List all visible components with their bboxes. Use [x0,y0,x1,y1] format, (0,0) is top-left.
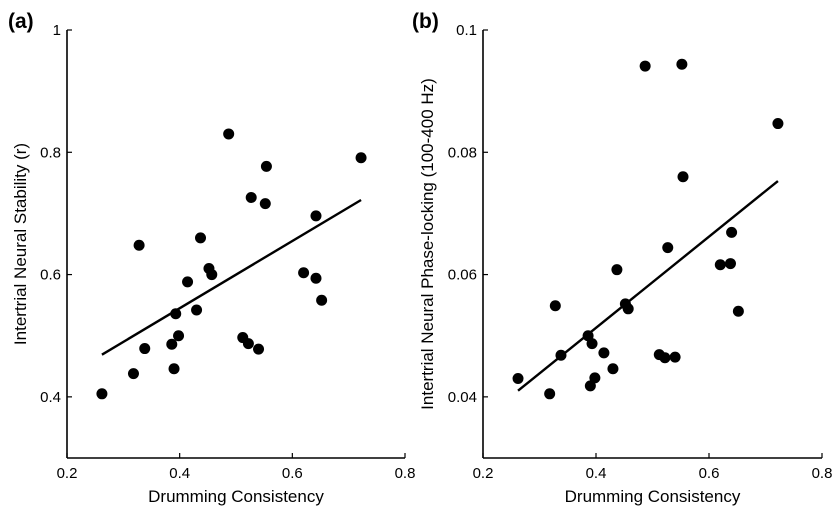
data-point [195,232,207,244]
y-axis-title: Intertrial Neural Stability (r) [11,143,30,345]
x-tick-label: 0.6 [282,465,303,482]
data-point [662,242,674,254]
data-point [166,338,178,350]
y-tick-label: 0.04 [448,389,477,406]
data-point [726,226,738,238]
data-point [714,259,726,271]
y-tick-label: 1 [53,22,61,39]
data-point [127,368,139,380]
x-tick-label: 0.2 [57,465,78,482]
data-point [676,58,688,70]
data-point [772,118,784,130]
data-point [512,373,524,385]
data-point [206,269,218,281]
data-point [191,304,203,316]
y-tick-label: 0.6 [40,267,61,284]
data-point [298,267,310,279]
data-point [659,352,671,364]
data-point [669,351,681,363]
data-point [310,272,322,284]
panel-label: (b) [412,10,439,33]
x-tick-label: 0.2 [473,465,494,482]
panel-b: 0.2 0.4 0.6 0.8 0.04 0.06 0.08 0.1 Drumming Cons… [412,10,832,506]
regression-line [101,198,362,356]
panel-label: (a) [8,10,34,33]
y-tick-label: 0.06 [448,267,477,284]
data-point [242,338,254,350]
y-tick-label: 0.08 [448,144,477,161]
data-point [622,303,634,315]
data-point [586,338,598,350]
data-point [139,343,151,355]
x-tick-label: 0.8 [812,465,833,482]
regression-line [517,180,779,392]
y-tick-label: 0.4 [40,389,61,406]
data-point [316,294,328,306]
x-tick-label: 0.8 [395,465,416,482]
data-point [182,276,194,288]
panel-a: 0.2 0.4 0.6 0.8 0.4 0.6 0.8 1 Drumming Consisten… [8,10,415,506]
data-point [260,160,272,172]
data-point [96,388,108,400]
data-point [170,308,182,320]
data-point [355,152,367,164]
data-point [245,192,257,204]
data-point [607,363,619,375]
data-point [724,258,736,270]
data-point [544,388,556,400]
x-axis-title: Drumming Consistency [565,487,741,506]
data-point [259,198,271,210]
x-axis-title: Drumming Consistency [148,487,324,506]
data-point [549,300,561,312]
x-tick-label: 0.4 [586,465,607,482]
y-axis-title: Intertrial Neural Phase-locking (100-400… [418,78,437,410]
data-point [168,363,180,375]
data-point [589,372,601,384]
x-tick-label: 0.6 [699,465,720,482]
data-point [223,128,235,140]
y-tick-label: 0.1 [456,22,477,39]
data-point [611,264,623,276]
y-tick-label: 0.8 [40,144,61,161]
data-point [732,305,744,317]
data-point [555,349,567,361]
data-point [253,343,265,355]
data-point [310,210,322,222]
data-point [677,171,689,183]
data-point [133,239,145,251]
data-point [173,330,185,342]
data-point [598,347,610,359]
data-point [639,60,651,72]
x-tick-label: 0.4 [169,465,190,482]
